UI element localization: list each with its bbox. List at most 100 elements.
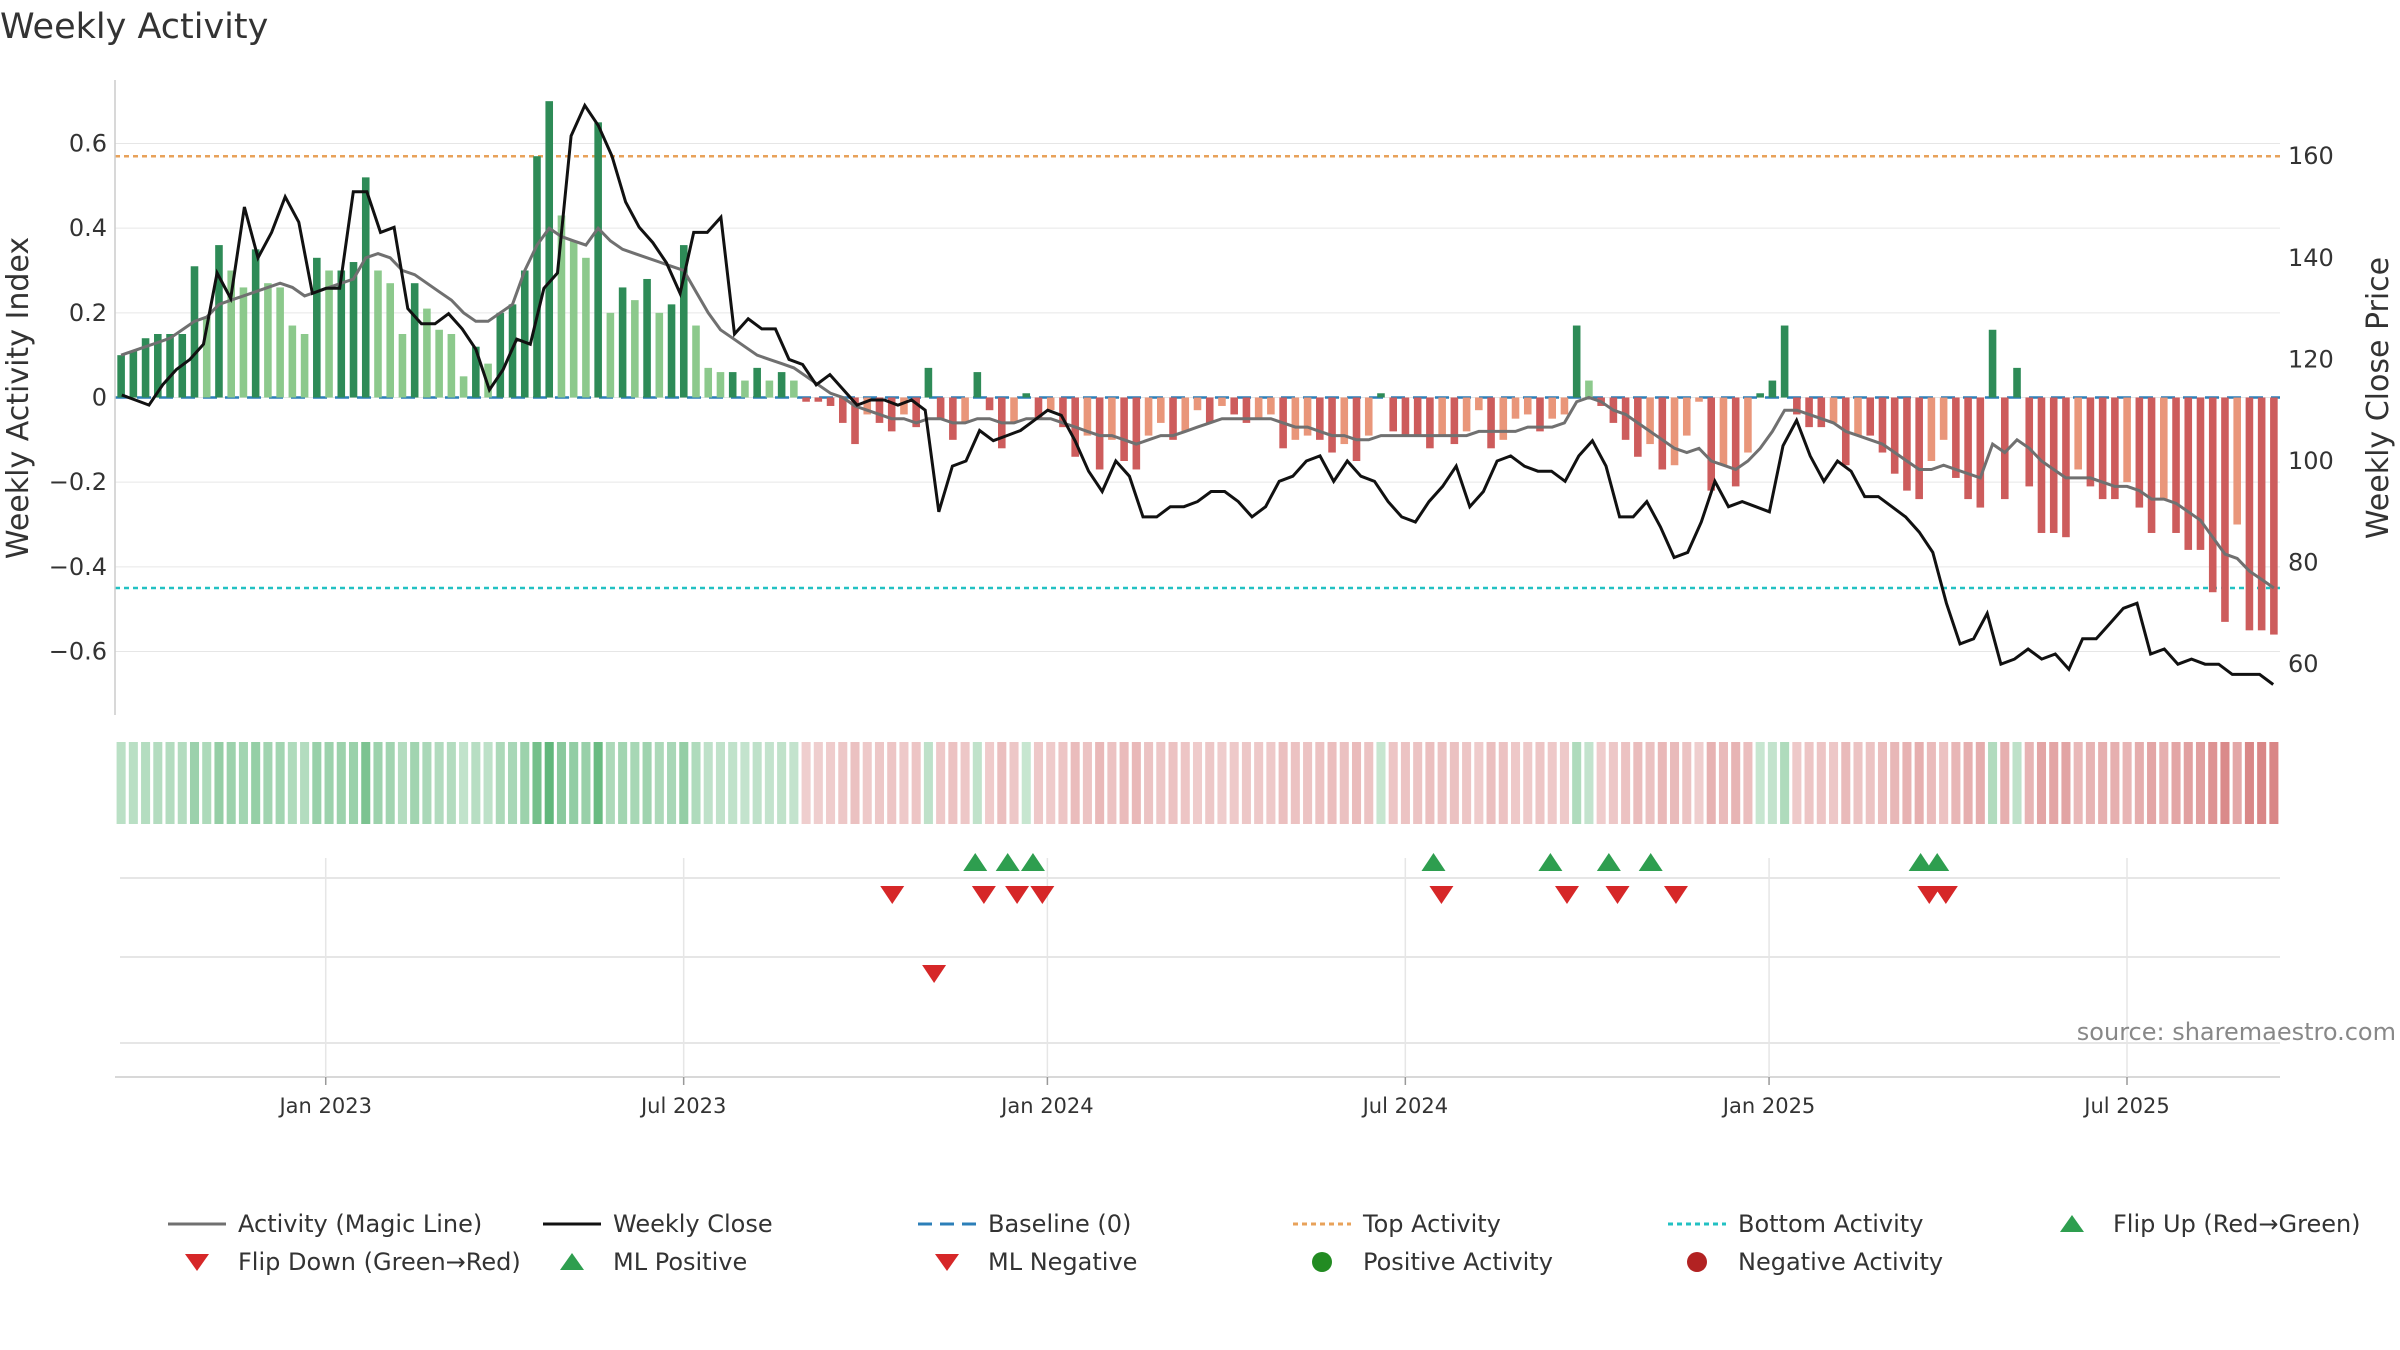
y-left-tick-label: 0.6 xyxy=(69,130,107,158)
heat-cell xyxy=(826,742,836,824)
heat-cell xyxy=(1572,742,1582,824)
heat-cell xyxy=(1829,742,1839,824)
activity-bar xyxy=(1132,397,1141,470)
heat-cell xyxy=(214,742,224,824)
flip-down-marker xyxy=(1429,886,1454,904)
heat-cell xyxy=(336,742,346,824)
y-left-tick-label: −0.6 xyxy=(49,638,107,666)
heat-cell xyxy=(1584,742,1594,824)
heat-cell xyxy=(1743,742,1753,824)
legend-label: Negative Activity xyxy=(1738,1248,1943,1276)
activity-bar xyxy=(300,334,309,398)
activity-bar xyxy=(1621,397,1630,440)
heat-cell xyxy=(1180,742,1190,824)
activity-bar xyxy=(1560,397,1569,415)
ml-negative-marker xyxy=(922,965,947,983)
heat-cell xyxy=(1254,742,1264,824)
activity-bar xyxy=(606,312,615,398)
heat-cell xyxy=(2012,742,2022,824)
activity-bar xyxy=(1903,397,1911,491)
heat-cell xyxy=(593,742,603,824)
heat-cell xyxy=(605,742,615,824)
x-tick-label: Jan 2025 xyxy=(1721,1094,1816,1118)
activity-bar xyxy=(2270,397,2278,635)
activity-bar xyxy=(1413,397,1422,436)
activity-bar xyxy=(166,334,174,398)
activity-bar xyxy=(582,257,590,398)
activity-bar xyxy=(1157,397,1165,423)
y-right-tick-label: 160 xyxy=(2288,142,2334,170)
activity-bar xyxy=(2245,397,2254,631)
activity-bar xyxy=(374,270,382,398)
heat-cell xyxy=(1596,742,1606,824)
heat-cell xyxy=(1939,742,1949,824)
flip-down-marker xyxy=(1663,886,1688,904)
heat-cell xyxy=(532,742,542,824)
activity-bar xyxy=(1866,397,1875,436)
heat-cell xyxy=(1131,742,1141,824)
heat-cell xyxy=(312,742,322,824)
heat-cell xyxy=(1951,742,1961,824)
heat-cell xyxy=(508,742,518,824)
activity-bar xyxy=(484,363,492,398)
heat-cell xyxy=(300,742,310,824)
heat-cell xyxy=(691,742,701,824)
heat-cell xyxy=(287,742,297,824)
activity-bar xyxy=(2123,397,2131,483)
legend-item-top: Top Activity xyxy=(1293,1210,1501,1238)
flip-down-marker xyxy=(1030,886,1055,904)
heat-cell xyxy=(740,742,750,824)
heat-cell xyxy=(936,742,946,824)
heat-cell xyxy=(1767,742,1777,824)
activity-bar xyxy=(2025,397,2034,487)
activity-bar xyxy=(790,380,798,398)
activity-bar xyxy=(655,312,664,398)
activity-bar xyxy=(1487,397,1495,449)
activity-bar xyxy=(961,397,969,423)
legend-item-neg_act: Negative Activity xyxy=(1687,1248,1943,1276)
flip-up-marker xyxy=(995,853,1020,871)
heat-cell xyxy=(2024,742,2034,824)
activity-bar xyxy=(313,257,321,398)
activity-bar xyxy=(1939,397,1948,440)
activity-bar xyxy=(1205,397,1214,423)
heat-cell xyxy=(1144,742,1154,824)
activity-bar xyxy=(1646,397,1654,445)
heat-cell xyxy=(2269,742,2279,824)
activity-bar xyxy=(1401,397,1410,436)
activity-bar xyxy=(1303,397,1312,436)
heat-cell xyxy=(238,742,248,824)
heat-cell xyxy=(373,742,383,824)
heat-cell xyxy=(2147,742,2157,824)
activity-bar xyxy=(1670,397,1679,466)
activity-bar xyxy=(1169,397,1177,440)
heat-cell xyxy=(128,742,138,824)
activity-bar xyxy=(2049,397,2058,533)
activity-bar xyxy=(1952,397,1960,478)
heat-cell xyxy=(1376,742,1386,824)
heat-cell xyxy=(654,742,664,824)
heat-cell xyxy=(813,742,823,824)
activity-bar xyxy=(631,300,639,398)
heat-cell xyxy=(2000,742,2010,824)
heat-cell xyxy=(972,742,982,824)
activity-bar xyxy=(2037,397,2046,533)
heat-cell xyxy=(1559,742,1569,824)
flip-up-marker xyxy=(1020,853,1045,871)
heat-cell xyxy=(960,742,970,824)
heat-cell xyxy=(544,742,554,824)
activity-bar xyxy=(496,312,505,398)
activity-bar xyxy=(1059,397,1067,428)
axes: 0.6 0.4 0.2 0 −0.2 −0.4 −0.6 160 140 120 100 80 60 xyxy=(49,80,2334,715)
activity-bar xyxy=(1988,329,1997,398)
activity-bar xyxy=(814,397,823,402)
activity-bar xyxy=(264,283,272,398)
heat-cell xyxy=(985,742,995,824)
legend-dot-icon xyxy=(1312,1252,1332,1272)
activity-bar xyxy=(1377,393,1385,398)
activity-bar xyxy=(900,397,908,415)
activity-bar xyxy=(1682,397,1691,436)
activity-bar xyxy=(1193,397,1202,411)
activity-bar xyxy=(1181,397,1190,432)
activity-bar xyxy=(472,346,480,398)
